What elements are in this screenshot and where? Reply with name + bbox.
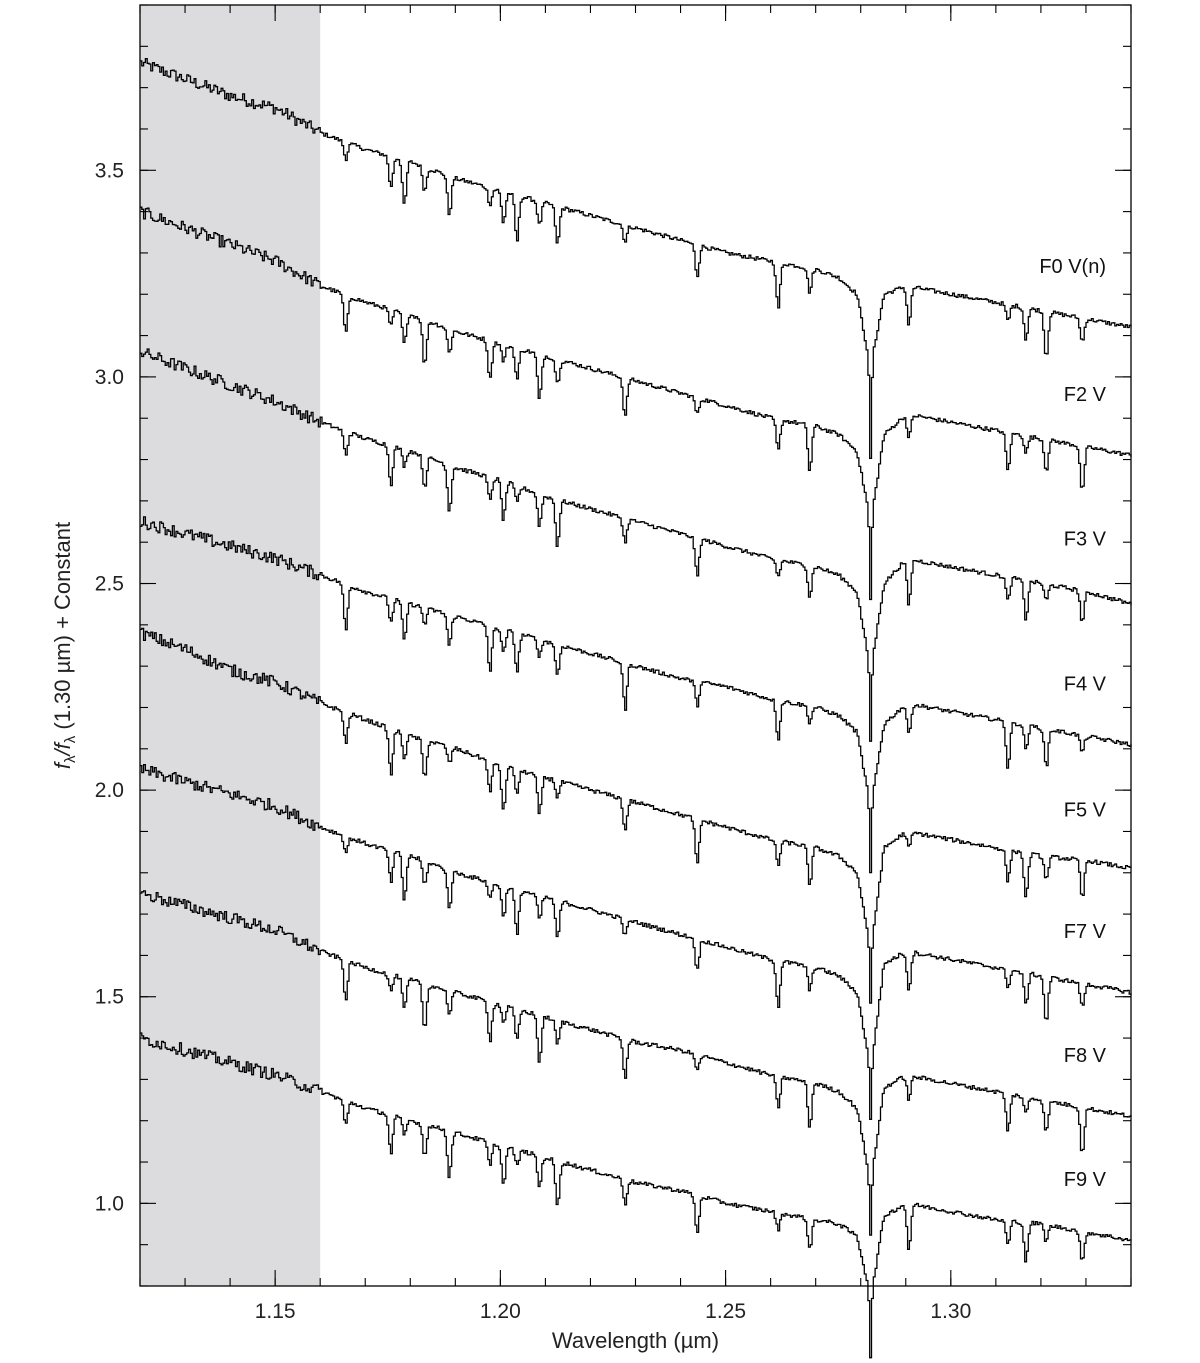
spectrum-line-f4-v: [140, 516, 1132, 874]
y-axis-title: fλ/fλ (1.30 µm) + Constant: [50, 522, 79, 769]
series-label: F4 V: [1064, 673, 1107, 695]
spectrum-line-f7-v: [140, 764, 1132, 1120]
plot-frame: [139, 4, 1132, 1287]
y-tick-label: 2.5: [95, 573, 124, 596]
x-tick-label: 1.25: [705, 1300, 746, 1323]
series-label: F7 V: [1064, 921, 1107, 943]
series-layer: F0 V(n) F2 V F3 V F4 V F5 V F7 V F8 V F9 V: [140, 58, 1132, 1359]
series-label: F9 V: [1064, 1169, 1107, 1191]
y-tick-label: 3.5: [95, 159, 124, 182]
spectrum-line-f8-v: [140, 890, 1132, 1236]
series-label: F8 V: [1064, 1045, 1107, 1067]
y-tick-label: 3.0: [95, 366, 124, 389]
series-label: F0 V(n): [1039, 256, 1106, 278]
spectrum-line-f5-v: [140, 627, 1132, 1004]
spectrum-line-f9-v: [140, 1032, 1132, 1359]
y-tick-label: 1.5: [95, 986, 124, 1009]
x-tick-label: 1.15: [255, 1300, 296, 1323]
y-axis-title-tail: (1.30 µm) + Constant: [50, 522, 75, 736]
y-axis-title-sub: λ: [62, 755, 79, 763]
y-tick-label: 2.0: [95, 779, 124, 802]
y-tick-label: 1.0: [95, 1192, 124, 1215]
series-label: F2 V: [1064, 384, 1107, 406]
x-tick-label: 1.30: [930, 1300, 971, 1323]
spectrum-line-f3-v: [140, 348, 1132, 742]
spectrum-line-f2-v: [140, 206, 1132, 601]
series-label: F3 V: [1064, 529, 1107, 551]
series-label: F5 V: [1064, 799, 1107, 821]
y-axis-title-sub2: λ: [62, 735, 79, 743]
y-axis-title-f: f: [50, 760, 75, 769]
y-axis-title-slash: /f: [50, 740, 75, 757]
spectrum-line-f0-v-n-: [140, 58, 1132, 460]
x-axis-title: Wavelength (µm): [552, 1328, 719, 1353]
x-tick-label: 1.20: [480, 1300, 521, 1323]
